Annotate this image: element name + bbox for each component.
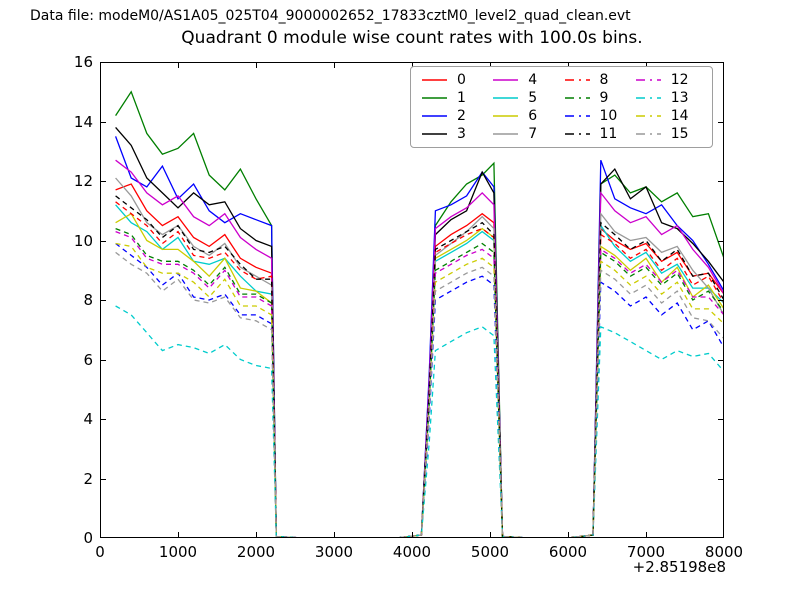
chart-title: Quadrant 0 module wise count rates with …: [181, 28, 643, 48]
legend-item-13: 13: [635, 91, 706, 105]
x-tick-label: 1000: [158, 543, 198, 561]
y-tick-label: 4: [83, 410, 93, 428]
series-line-7: [115, 177, 724, 538]
legend-line-sample: [422, 133, 447, 135]
legend-item-14: 14: [635, 109, 706, 123]
legend-item-label: 5: [528, 90, 538, 106]
series-line-0: [115, 183, 724, 538]
legend-item-label: 15: [670, 126, 689, 142]
series-line-9: [115, 227, 724, 538]
x-tick-label: 6000: [548, 543, 588, 561]
y-tick-label: 8: [83, 291, 93, 309]
legend-line-sample: [564, 115, 590, 117]
x-tick-label: 8000: [704, 543, 744, 561]
legend-item-label: 12: [670, 72, 689, 88]
y-tick-label: 6: [83, 350, 93, 369]
series-line-8: [115, 201, 724, 538]
legend-line-sample: [564, 79, 590, 81]
series-line-14: [115, 242, 724, 538]
legend-item-15: 15: [635, 127, 706, 141]
legend-item-8: 8: [564, 73, 635, 87]
x-tick-label: 4000: [392, 543, 432, 561]
legend-item-4: 4: [492, 73, 563, 87]
legend-item-label: 6: [528, 108, 538, 124]
legend-line-sample: [422, 115, 447, 117]
y-tick-label: 16: [73, 53, 93, 71]
series-line-11: [115, 195, 724, 538]
legend-item-label: 11: [599, 126, 618, 142]
x-tick-label: 0: [95, 543, 105, 561]
y-tick-label: 14: [73, 112, 93, 131]
x-tick-label: 2000: [236, 543, 276, 561]
y-tick-label: 12: [73, 172, 93, 190]
series-line-1: [115, 90, 724, 538]
series-line-12: [115, 230, 724, 538]
legend-item-3: 3: [421, 127, 492, 141]
legend-line-sample: [635, 133, 661, 135]
y-tick-label: 0: [83, 529, 93, 547]
legend-item-label: 10: [599, 108, 618, 124]
legend-item-11: 11: [564, 127, 635, 141]
legend-item-6: 6: [492, 109, 563, 123]
legend-line-sample: [493, 115, 519, 117]
series-line-4: [115, 159, 724, 538]
series-line-2: [114, 136, 724, 538]
legend-item-7: 7: [492, 127, 563, 141]
legend-item-10: 10: [564, 109, 635, 123]
legend-line-sample: [635, 115, 661, 117]
legend-item-label: 14: [670, 108, 689, 124]
y-tick-label: 2: [83, 469, 93, 488]
legend: 0 1 2 3 4 5 6 7 8 9 10 11 12 13 14 15: [410, 66, 713, 148]
series-line-15: [115, 251, 724, 538]
legend-item-label: 9: [599, 90, 609, 106]
legend-item-2: 2: [421, 109, 492, 123]
legend-item-9: 9: [564, 91, 635, 105]
legend-item-12: 12: [635, 73, 706, 87]
legend-line-sample: [422, 97, 447, 99]
legend-line-sample: [422, 79, 447, 81]
x-tick-label: 3000: [314, 543, 354, 561]
y-tick-label: 10: [73, 231, 93, 250]
legend-item-label: 1: [457, 90, 466, 106]
legend-item-label: 13: [670, 90, 689, 106]
data-file-label: Data file: modeM0/AS1A05_025T04_90000026…: [30, 8, 631, 24]
legend-item-label: 7: [528, 126, 538, 142]
legend-item-0: 0: [421, 73, 492, 87]
legend-item-label: 4: [528, 72, 538, 88]
plot-canvas: [100, 62, 724, 538]
x-tick-label: 5000: [470, 543, 510, 561]
series-line-13: [115, 305, 724, 538]
axes-frame: [100, 62, 724, 538]
legend-line-sample: [493, 133, 519, 135]
series-line-6: [115, 212, 724, 538]
legend-line-sample: [635, 97, 661, 99]
legend-line-sample: [635, 79, 661, 81]
x-axis-offset-label: +2.85198e8: [632, 558, 726, 576]
series-line-10: [115, 242, 724, 538]
legend-item-label: 0: [457, 72, 466, 88]
legend-line-sample: [564, 97, 590, 99]
legend-item-label: 8: [599, 72, 609, 88]
legend-item-label: 2: [457, 108, 466, 124]
legend-item-label: 3: [457, 126, 466, 142]
legend-item-5: 5: [492, 91, 563, 105]
x-tick-label: 7000: [626, 543, 666, 561]
legend-line-sample: [564, 133, 590, 135]
legend-item-1: 1: [421, 91, 492, 105]
legend-line-sample: [493, 97, 519, 99]
series-line-3: [115, 126, 724, 538]
legend-line-sample: [493, 79, 519, 81]
